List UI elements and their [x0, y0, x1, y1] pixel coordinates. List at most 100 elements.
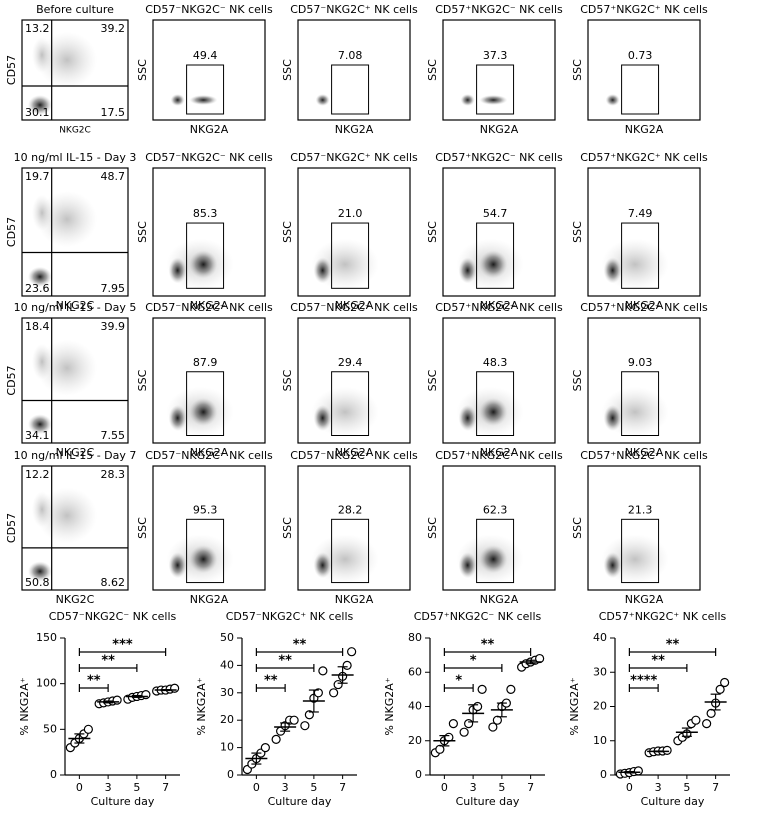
density — [170, 94, 185, 106]
panel-title: CD57⁺NKG2C⁻ NK cells — [435, 151, 563, 164]
y-tick-label: 20 — [593, 700, 607, 713]
significance-label: ** — [278, 654, 292, 669]
data-point — [170, 683, 180, 693]
x-axis-label: NKG2A — [480, 299, 519, 312]
panel-title: CD57⁻NKG2C⁻ NK cells — [145, 449, 273, 462]
plot-frame — [442, 167, 556, 297]
x-axis-label: NKG2A — [335, 446, 374, 459]
x-tick-label: 5 — [133, 781, 140, 794]
x-axis-label: NKG2A — [625, 299, 664, 312]
plot-frame — [297, 465, 411, 591]
y-tick-label: 30 — [593, 665, 607, 678]
gate — [331, 222, 370, 289]
gate-value: 54.7 — [483, 207, 508, 220]
data-point — [141, 690, 151, 700]
x-axis-label: Culture day — [641, 795, 705, 808]
quadrant-value: 17.5 — [101, 106, 126, 119]
plot-frame — [587, 167, 701, 297]
density — [313, 552, 332, 579]
x-tick-label: 0 — [76, 781, 83, 794]
quadrant-value: 34.1 — [25, 429, 50, 442]
significance-label: ** — [481, 638, 495, 653]
y-tick-label: 0 — [50, 768, 57, 781]
panel-title: CD57⁻NKG2C⁺ NK cells — [290, 449, 418, 462]
x-tick-label: 0 — [441, 781, 448, 794]
data-point — [459, 727, 469, 737]
quadrant-value: 39.9 — [101, 320, 126, 333]
y-axis-label: SSC — [426, 59, 439, 81]
y-axis-label: SSC — [281, 369, 294, 391]
plot-frame — [152, 465, 266, 591]
gate — [186, 222, 225, 289]
x-axis-label: NKG2A — [190, 593, 229, 606]
y-axis-label: CD57 — [5, 217, 18, 247]
x-axis-label: NKG2C — [56, 446, 95, 459]
data-point — [464, 719, 474, 729]
significance-label: * — [455, 674, 462, 689]
density — [189, 250, 218, 279]
significance-label: ** — [101, 654, 115, 669]
y-tick-label: 100 — [36, 677, 57, 690]
data-point — [720, 677, 730, 688]
plot-frame — [21, 465, 129, 591]
y-tick-label: 50 — [43, 722, 57, 735]
density — [458, 257, 477, 284]
x-tick-label: 5 — [498, 781, 505, 794]
plot-frame — [587, 317, 701, 444]
y-axis-label: SSC — [426, 517, 439, 539]
y-axis-label: % NKG2A⁺ — [195, 677, 208, 735]
plot-frame — [587, 19, 701, 121]
plot-frame — [152, 19, 266, 121]
density — [189, 95, 218, 105]
gate — [476, 64, 515, 115]
x-axis-label: NKG2C — [59, 126, 91, 136]
data-point — [271, 734, 281, 744]
panel-title: CD57⁺NKG2C⁺ NK cells — [580, 3, 708, 16]
data-point — [289, 715, 299, 725]
quadrant-value: 50.8 — [25, 576, 50, 589]
data-point — [662, 745, 672, 755]
data-point — [473, 701, 483, 712]
x-tick-label: 7 — [712, 781, 719, 794]
plot-frame — [442, 19, 556, 121]
x-axis-label: NKG2A — [335, 593, 374, 606]
quadrant-value: 19.7 — [25, 170, 50, 183]
x-tick-label: 7 — [162, 781, 169, 794]
data-point — [304, 710, 314, 720]
panel-title: CD57⁺NKG2C⁻ NK cells — [435, 301, 563, 314]
panel-title: 10 ng/ml IL-15 - Day 3 — [14, 151, 137, 164]
plot-frame — [21, 167, 129, 297]
gate — [331, 518, 370, 584]
quadrant-value: 13.2 — [25, 22, 50, 35]
significance-label: ** — [293, 638, 307, 653]
quadrant-value: 28.3 — [101, 468, 126, 481]
significance-label: **** — [630, 674, 657, 689]
data-point — [435, 744, 445, 754]
y-tick-label: 20 — [408, 734, 422, 747]
significance-label: *** — [112, 638, 133, 653]
x-axis-label: NKG2A — [625, 123, 664, 136]
density — [605, 94, 620, 106]
quadrant-value: 12.2 — [25, 468, 50, 481]
density — [479, 95, 508, 105]
panel-title: CD57⁻NKG2C⁻ NK cells — [145, 301, 273, 314]
gate — [331, 64, 370, 115]
data-point — [715, 684, 725, 694]
density — [28, 561, 52, 582]
x-tick-label: 0 — [253, 781, 260, 794]
data-point — [702, 719, 712, 729]
density — [168, 405, 187, 431]
y-axis-label: SSC — [571, 59, 584, 81]
x-axis-label: NKG2C — [56, 593, 95, 606]
chart-title: CD57⁻NKG2C⁺ NK cells — [226, 610, 354, 623]
gate-value: 95.3 — [193, 503, 218, 516]
y-axis-label: % NKG2A⁺ — [18, 677, 31, 735]
panel-title: CD57⁻NKG2C⁺ NK cells — [290, 301, 418, 314]
density — [458, 552, 477, 579]
quadrant-value: 8.62 — [101, 576, 126, 589]
gate-value: 21.3 — [628, 503, 653, 516]
density — [603, 405, 622, 431]
gate-value: 9.03 — [628, 356, 653, 369]
chart-title: CD57⁻NKG2C⁻ NK cells — [49, 610, 177, 623]
